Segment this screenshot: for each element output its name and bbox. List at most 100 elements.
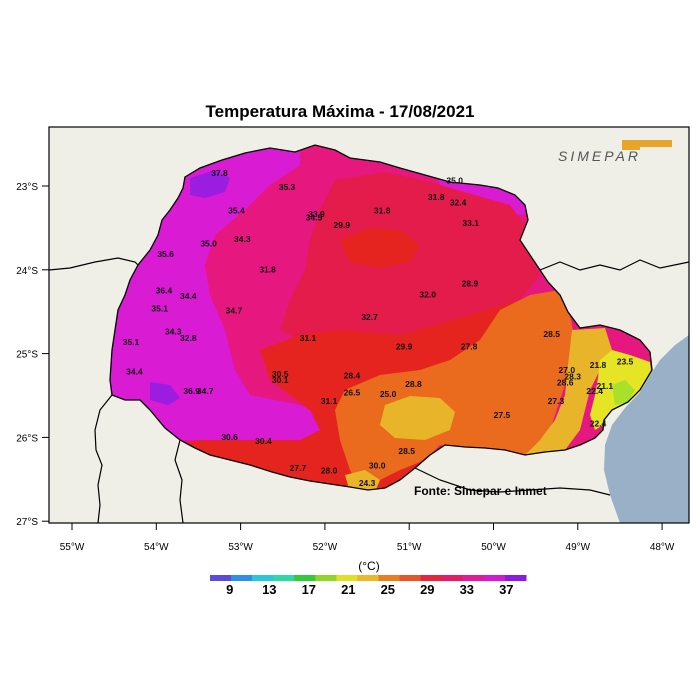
observation-value: 28.5 [398, 446, 415, 456]
ocean-area [604, 335, 689, 523]
map-title: Temperatura Máxima - 17/08/2021 [205, 102, 475, 121]
legend-swatch [294, 575, 316, 581]
observation-value: 28.0 [321, 465, 338, 475]
observation-value: 27.5 [494, 410, 511, 420]
observation-value: 28.6 [557, 377, 574, 387]
observation-value: 28.4 [344, 371, 361, 381]
observation-value: 30.6 [221, 432, 238, 442]
observation-value: 32.7 [361, 312, 378, 322]
x-tick-label: 54°W [144, 542, 169, 553]
legend-unit: (°C) [358, 559, 379, 573]
legend-labels: 9 13 17 21 25 29 33 37 [226, 582, 513, 597]
observation-value: 34.7 [226, 305, 243, 315]
observation-value: 31.1 [321, 396, 338, 406]
observation-value: 29.9 [334, 220, 351, 230]
observation-value: 30.0 [369, 460, 386, 470]
x-tick-label: 48°W [650, 542, 675, 553]
simepar-logo: SIMEPAR [558, 140, 672, 164]
legend-swatch [231, 575, 253, 581]
legend-swatch [483, 575, 506, 581]
observation-value: 37.8 [211, 168, 228, 178]
observation-value: 34.5 [306, 212, 323, 222]
y-tick-label: 25°S [16, 350, 38, 361]
legend-swatch [357, 575, 380, 581]
observation-value: 27.3 [548, 396, 565, 406]
observation-value: 32.0 [419, 290, 436, 300]
observation-value: 27.0 [559, 365, 576, 375]
observation-value: 33.1 [462, 218, 479, 228]
observation-value: 24.3 [359, 478, 376, 488]
observation-value: 34.4 [126, 367, 143, 377]
observation-value: 34.3 [234, 234, 251, 244]
observation-value: 26.5 [344, 388, 361, 398]
legend-swatch [420, 575, 443, 581]
legend-label: 9 [226, 582, 233, 597]
observation-value: 28.9 [462, 279, 479, 289]
observation-value: 35.0 [446, 176, 463, 186]
observation-value: 35.0 [200, 238, 217, 248]
x-tick-label: 51°W [397, 542, 422, 553]
observation-value: 35.6 [157, 249, 174, 259]
y-axis-ticks: 23°S 24°S 25°S 26°S 27°S [16, 182, 49, 528]
observation-value: 31.8 [259, 264, 276, 274]
observation-value: 30.5 [272, 369, 289, 379]
observation-value: 30.4 [255, 436, 272, 446]
x-tick-label: 53°W [228, 542, 253, 553]
x-tick-label: 50°W [481, 542, 506, 553]
observation-value: 28.5 [543, 329, 560, 339]
observation-value: 25.0 [380, 389, 397, 399]
x-tick-label: 55°W [60, 542, 85, 553]
observation-value: 34.3 [165, 326, 182, 336]
observation-value: 30.1 [272, 375, 289, 385]
map-frame-border [48, 126, 690, 524]
observation-value: 35.4 [228, 206, 245, 216]
observation-value: 21.1 [597, 381, 614, 391]
observation-value: 31.8 [428, 192, 445, 202]
observation-value: 36.9 [183, 386, 200, 396]
x-axis-ticks: 55°W 54°W 53°W 52°W 51°W 50°W 49°W 48°W [60, 523, 675, 553]
observation-value: 34.4 [180, 291, 197, 301]
legend-swatch [441, 575, 464, 581]
observation-value: 34.7 [197, 386, 214, 396]
observation-value: 28.3 [564, 372, 581, 382]
y-tick-label: 24°S [16, 266, 38, 277]
observation-value: 22.4 [590, 419, 607, 429]
observation-labels: 37.835.335.4 33.934.531.831.835.032.433.1… [123, 168, 634, 488]
y-tick-label: 23°S [16, 182, 38, 193]
observation-value: 31.1 [300, 333, 317, 343]
legend-label: 21 [341, 582, 355, 597]
observation-value: 32.8 [180, 333, 197, 343]
legend-label: 37 [499, 582, 513, 597]
legend-swatch [315, 575, 337, 581]
y-tick-label: 26°S [16, 433, 38, 444]
x-tick-label: 49°W [566, 542, 591, 553]
legend-label: 25 [381, 582, 395, 597]
observation-value: 36.4 [156, 285, 173, 295]
observation-value: 35.1 [151, 304, 168, 314]
legend-label: 29 [420, 582, 434, 597]
observation-value: 31.8 [374, 206, 391, 216]
y-tick-label: 27°S [16, 517, 38, 528]
observation-value: 29.9 [396, 341, 413, 351]
legend-label: 13 [262, 582, 276, 597]
logo-text: SIMEPAR [558, 148, 641, 164]
observation-value: 27.8 [461, 341, 478, 351]
observation-value: 28.8 [405, 379, 422, 389]
observation-value: 32.4 [450, 197, 467, 207]
legend-swatch [273, 575, 295, 581]
observation-value: 27.7 [290, 463, 307, 473]
source-text: Fonte: Simepar e Inmet [414, 484, 547, 498]
observation-value: 22.4 [586, 386, 603, 396]
legend-swatch [504, 575, 527, 581]
legend-swatch [462, 575, 485, 581]
legend-swatch [378, 575, 401, 581]
legend-swatch [210, 575, 232, 581]
legend-label: 33 [460, 582, 474, 597]
logo-shape-icon [622, 140, 672, 150]
legend-swatch [336, 575, 358, 581]
legend-swatch [252, 575, 274, 581]
x-tick-label: 52°W [313, 542, 338, 553]
color-legend [210, 575, 527, 581]
observation-value: 33.9 [308, 209, 325, 219]
